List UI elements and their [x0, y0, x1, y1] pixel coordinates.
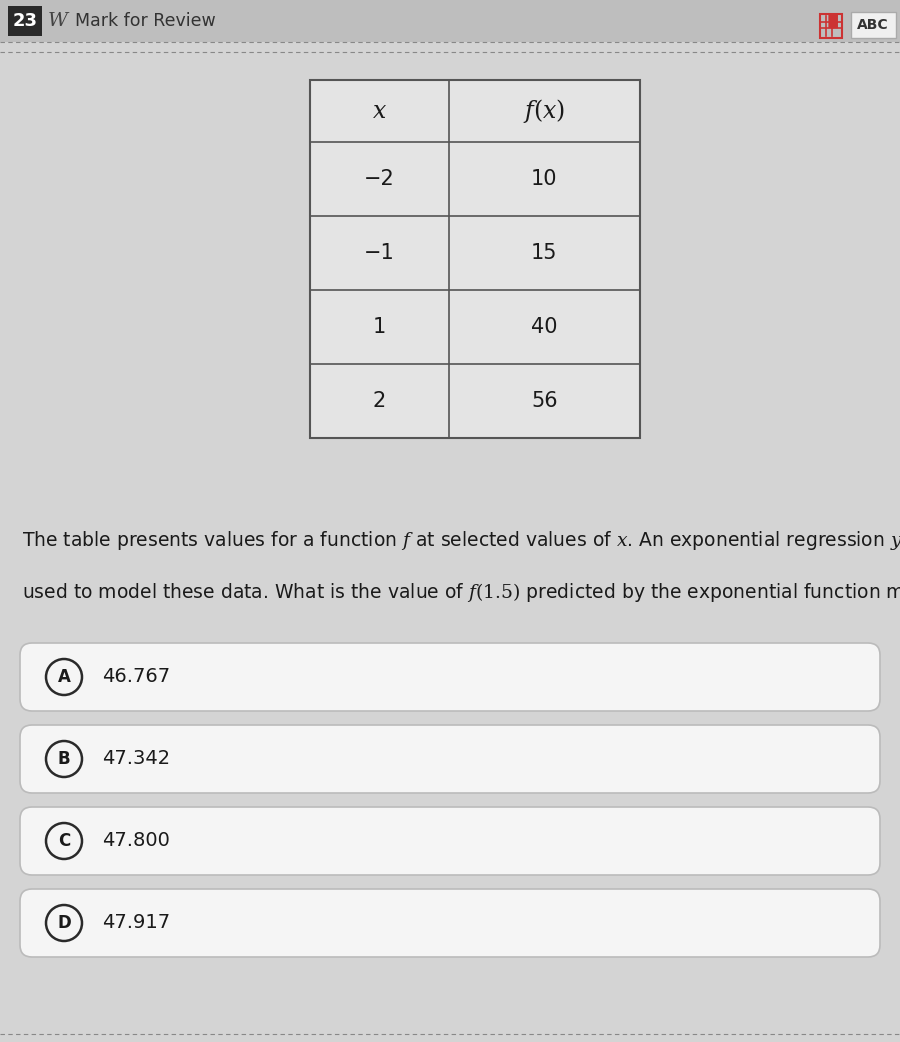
- FancyBboxPatch shape: [20, 889, 880, 957]
- Text: used to model these data. What is the value of $f(1.5)$ predicted by the exponen: used to model these data. What is the va…: [22, 580, 900, 603]
- Text: $x$: $x$: [372, 99, 387, 123]
- Text: −1: −1: [364, 243, 395, 263]
- Text: 15: 15: [531, 243, 557, 263]
- Text: 40: 40: [531, 317, 557, 337]
- Text: 47.917: 47.917: [102, 914, 170, 933]
- FancyBboxPatch shape: [20, 807, 880, 875]
- Bar: [0, 0, 900, 42]
- Text: 10: 10: [531, 169, 557, 189]
- Bar: [8, 6, 42, 36]
- Text: $f(x)$: $f(x)$: [523, 97, 565, 125]
- Text: −2: −2: [364, 169, 395, 189]
- Text: W: W: [48, 13, 68, 30]
- Text: C: C: [58, 832, 70, 850]
- Text: 23: 23: [13, 13, 38, 30]
- Text: ABC: ABC: [857, 18, 889, 32]
- FancyBboxPatch shape: [20, 725, 880, 793]
- Text: 47.342: 47.342: [102, 749, 170, 769]
- Text: 47.800: 47.800: [102, 832, 170, 850]
- Text: D: D: [57, 914, 71, 932]
- Bar: [310, 80, 640, 438]
- Text: B: B: [58, 750, 70, 768]
- Bar: [820, 14, 842, 38]
- Text: 1: 1: [373, 317, 386, 337]
- Text: 2: 2: [373, 391, 386, 411]
- FancyBboxPatch shape: [20, 643, 880, 711]
- Text: The table presents values for a function $f$ at selected values of $x$. An expon: The table presents values for a function…: [22, 528, 900, 551]
- Text: A: A: [58, 668, 70, 686]
- Text: ▐▌: ▐▌: [823, 14, 843, 28]
- Text: 56: 56: [531, 391, 558, 411]
- Text: Mark for Review: Mark for Review: [75, 13, 216, 30]
- Text: 46.767: 46.767: [102, 668, 170, 687]
- FancyBboxPatch shape: [851, 13, 896, 38]
